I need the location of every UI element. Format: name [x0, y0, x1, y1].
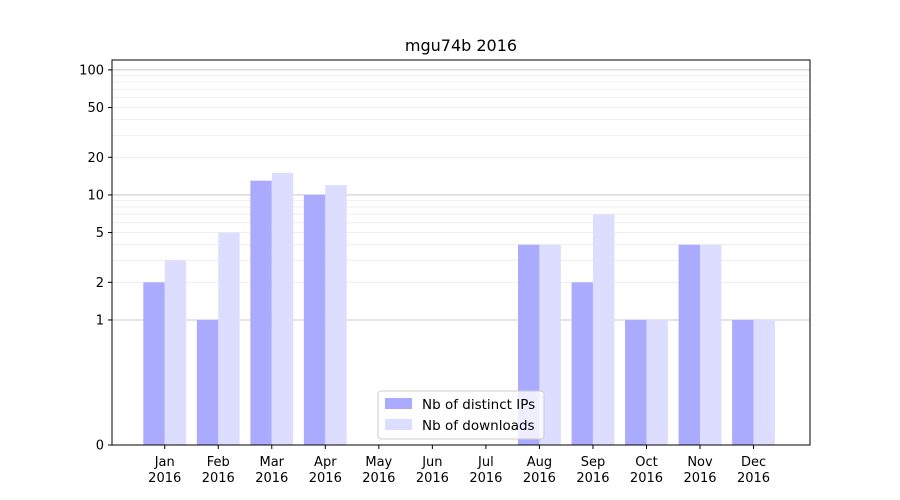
x-tick-label-year: 2016 — [202, 471, 235, 486]
bar-distinct-ips-nov — [678, 244, 701, 445]
x-tick-label-month: Jun — [421, 455, 442, 470]
x-tick-label-year: 2016 — [309, 471, 342, 486]
bar-downloads-feb — [218, 232, 240, 445]
y-tick-label: 1 — [96, 313, 104, 328]
bars — [143, 172, 775, 445]
plot-frame — [111, 59, 811, 446]
x-tick-label-month: Mar — [260, 455, 285, 470]
y-tick-label: 100 — [79, 63, 104, 78]
bar-downloads-oct — [646, 319, 668, 445]
x-tick-label-year: 2016 — [416, 471, 449, 486]
bar-downloads-nov — [700, 244, 722, 445]
x-tick-label-year: 2016 — [469, 471, 502, 486]
x-tick-label-month: Feb — [207, 455, 230, 470]
x-tick-label-month: Aug — [527, 455, 552, 470]
y-tick-label: 20 — [87, 151, 104, 166]
legend: Nb of distinct IPs Nb of downloads — [377, 390, 545, 440]
x-tick-label-month: Apr — [314, 455, 337, 470]
y-tick-label: 2 — [96, 276, 104, 291]
bar-downloads-aug — [539, 244, 561, 445]
chart-title: mgu74b 2016 — [405, 36, 517, 55]
legend-box — [377, 390, 545, 440]
x-tick-label-month: Dec — [741, 455, 766, 470]
bar-distinct-ips-oct — [625, 319, 647, 445]
bar-distinct-ips-apr — [303, 194, 326, 445]
x-tick-label-year: 2016 — [362, 471, 395, 486]
legend-swatch-distinct-ips — [385, 398, 412, 409]
bar-distinct-ips-mar — [250, 180, 272, 445]
bar-distinct-ips-sep — [571, 282, 593, 445]
x-tick-label-year: 2016 — [148, 471, 181, 486]
legend-label-downloads: Nb of downloads — [422, 418, 535, 434]
x-tick-label-month: Jan — [154, 455, 175, 470]
y-tick-label: 50 — [87, 101, 104, 116]
x-tick-label-year: 2016 — [523, 471, 556, 486]
bar-downloads-sep — [592, 214, 615, 445]
x-tick-label-month: Sep — [581, 455, 606, 470]
x-tick-label-year: 2016 — [255, 471, 288, 486]
legend-swatch-downloads — [385, 419, 412, 430]
x-tick-label-year: 2016 — [630, 471, 663, 486]
bar-downloads-dec — [753, 319, 775, 445]
bar-distinct-ips-feb — [196, 319, 219, 445]
x-tick-label-month: Oct — [635, 455, 657, 470]
legend-label-distinct-ips: Nb of distinct IPs — [422, 397, 535, 413]
y-axis: 0 1 2 5 10 20 50 100 — [79, 63, 112, 454]
bar-distinct-ips-dec — [732, 319, 754, 445]
y-tick-label: 10 — [87, 188, 104, 203]
x-tick-label-year: 2016 — [683, 471, 716, 486]
x-tick-label-month: Jul — [477, 455, 494, 470]
bar-downloads-jan — [164, 260, 187, 445]
x-axis: Jan2016Feb2016Mar2016Apr2016May2016Jun20… — [148, 445, 770, 486]
bar-downloads-mar — [271, 172, 294, 445]
x-tick-label-year: 2016 — [737, 471, 770, 486]
x-tick-label-month: Nov — [687, 455, 713, 470]
y-tick-label: 5 — [96, 226, 104, 241]
bar-downloads-apr — [325, 185, 347, 445]
bar-distinct-ips-jan — [143, 282, 165, 445]
grid-lines — [112, 69, 810, 321]
x-tick-label-month: May — [365, 455, 392, 470]
y-tick-label: 0 — [96, 439, 104, 454]
x-tick-label-year: 2016 — [576, 471, 609, 486]
